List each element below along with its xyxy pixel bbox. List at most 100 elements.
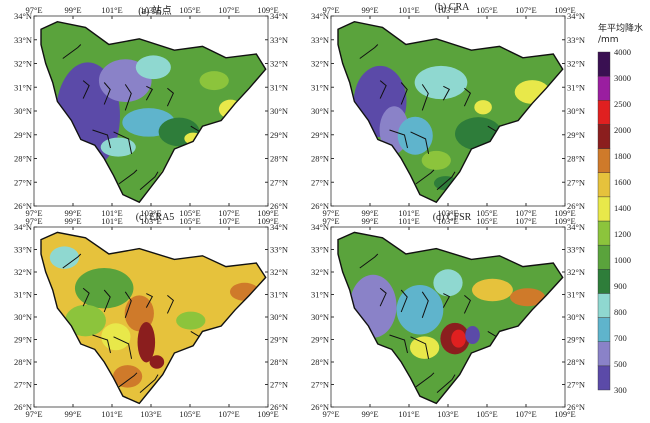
- lon-label-top: 99°E: [361, 5, 378, 15]
- panel-d-title: (d) CFSR: [432, 212, 472, 223]
- lon-label-top: 99°E: [64, 5, 81, 15]
- lon-label-bottom: 105°E: [476, 208, 497, 218]
- boundary-line: [211, 127, 231, 143]
- boundary-line: [181, 378, 201, 404]
- legend-swatch: [597, 365, 611, 391]
- lon-label-bottom: 103°E: [437, 409, 458, 419]
- lon-label-top: 101°E: [101, 216, 122, 226]
- legend-title-line1: 年平均降水: [598, 24, 644, 34]
- legend-label: 700: [614, 333, 627, 343]
- lat-label-right: 29°N: [270, 335, 288, 345]
- legend-swatch: [597, 244, 611, 270]
- legend-swatch: [597, 220, 611, 246]
- lon-label-bottom: 101°E: [101, 208, 122, 218]
- lat-label-right: 30°N: [567, 312, 585, 322]
- province-outline: [337, 231, 564, 405]
- legend-swatch: [597, 341, 611, 367]
- boundary-line: [124, 84, 132, 111]
- boundary-line: [181, 175, 201, 202]
- lat-label-right: 31°N: [567, 290, 585, 300]
- lon-label-top: 99°E: [361, 216, 378, 226]
- lat-label-left: 31°N: [14, 82, 32, 92]
- boundary-line: [118, 169, 138, 185]
- lat-label-right: 32°N: [567, 59, 585, 69]
- boundary-line: [103, 289, 111, 313]
- lat-label-left: 27°N: [311, 177, 329, 187]
- boundary-line: [389, 334, 408, 354]
- precip-patch: [465, 326, 480, 344]
- lat-label-right: 30°N: [270, 106, 288, 116]
- lat-label-left: 30°N: [311, 312, 329, 322]
- boundary-line: [463, 295, 471, 314]
- boundary-line: [82, 80, 90, 99]
- lat-label-left: 31°N: [311, 290, 329, 300]
- lon-label-top: 101°E: [398, 5, 419, 15]
- precip-patch: [396, 285, 444, 335]
- lon-label-bottom: 109°E: [257, 208, 278, 218]
- lon-label-bottom: 107°E: [218, 409, 239, 419]
- legend-swatch: [597, 124, 611, 149]
- lon-label-top: 97°E: [25, 5, 42, 15]
- boundary-line: [457, 173, 477, 197]
- lat-label-right: 31°N: [567, 82, 585, 92]
- lon-label-bottom: 101°E: [398, 409, 419, 419]
- lat-label-left: 34°N: [311, 11, 329, 21]
- lat-label-right: 30°N: [270, 312, 288, 322]
- lat-label-right: 34°N: [270, 222, 288, 232]
- lat-label-left: 30°N: [311, 106, 329, 116]
- lat-label-left: 28°N: [14, 154, 32, 164]
- lat-label-right: 28°N: [567, 357, 585, 367]
- lat-label-right: 34°N: [567, 11, 585, 21]
- precip-patch: [414, 65, 468, 100]
- legend-label: 1800: [614, 151, 631, 161]
- lon-label-top: 101°E: [101, 5, 122, 15]
- precip-patch: [49, 246, 80, 269]
- precip-patch: [229, 282, 260, 301]
- lat-label-right: 26°N: [270, 402, 288, 412]
- lon-label-top: 99°E: [64, 216, 81, 226]
- precip-patch: [451, 329, 466, 348]
- legend-swatch: [597, 75, 611, 101]
- lon-label-bottom: 97°E: [25, 208, 42, 218]
- legend-label: 2500: [614, 99, 631, 109]
- lat-label-left: 29°N: [311, 130, 329, 140]
- lat-label-right: 27°N: [567, 177, 585, 187]
- lat-label-right: 28°N: [270, 154, 288, 164]
- legend-label: 2000: [614, 125, 631, 135]
- lat-label-right: 26°N: [567, 201, 585, 211]
- lon-label-top: 105°E: [476, 5, 497, 15]
- lon-label-top: 107°E: [218, 5, 239, 15]
- legend: 300 500 700 800 900 1000 1200 1400 1600 1800 2000 2…: [597, 47, 631, 395]
- boundary-line: [118, 372, 138, 388]
- lat-label-right: 33°N: [567, 245, 585, 255]
- panel-c-title: (c) ERA5: [135, 212, 175, 223]
- boundary-line: [62, 253, 82, 269]
- lat-label-left: 33°N: [14, 245, 32, 255]
- precip-patch: [474, 100, 492, 115]
- legend-label: 900: [614, 281, 627, 291]
- boundary-line: [410, 131, 430, 154]
- legend-swatch: [597, 51, 611, 77]
- map-panel-c: 97°E 97°E 99°E 99°E 101°E 101°E 103°E 103°E 105°…: [14, 216, 288, 419]
- precip-patch: [433, 269, 463, 297]
- boundary-line: [92, 129, 111, 149]
- boundary-line: [359, 253, 379, 269]
- precip-patch: [491, 336, 522, 355]
- lon-label-top: 109°E: [554, 5, 575, 15]
- lat-label-right: 29°N: [270, 130, 288, 140]
- lon-label-top: 103°E: [140, 216, 161, 226]
- lat-label-left: 33°N: [311, 245, 329, 255]
- precip-patch: [101, 323, 131, 351]
- lat-label-left: 28°N: [14, 357, 32, 367]
- lon-label-bottom: 97°E: [322, 409, 339, 419]
- legend-title: 年平均降水 /mm: [598, 24, 643, 46]
- lon-label-top: 109°E: [554, 216, 575, 226]
- lat-label-left: 32°N: [14, 59, 32, 69]
- lat-label-right: 28°N: [567, 154, 585, 164]
- lat-label-left: 31°N: [311, 82, 329, 92]
- lon-label-top: 103°E: [437, 216, 458, 226]
- boundary-line: [92, 334, 111, 354]
- lat-label-left: 33°N: [14, 35, 32, 45]
